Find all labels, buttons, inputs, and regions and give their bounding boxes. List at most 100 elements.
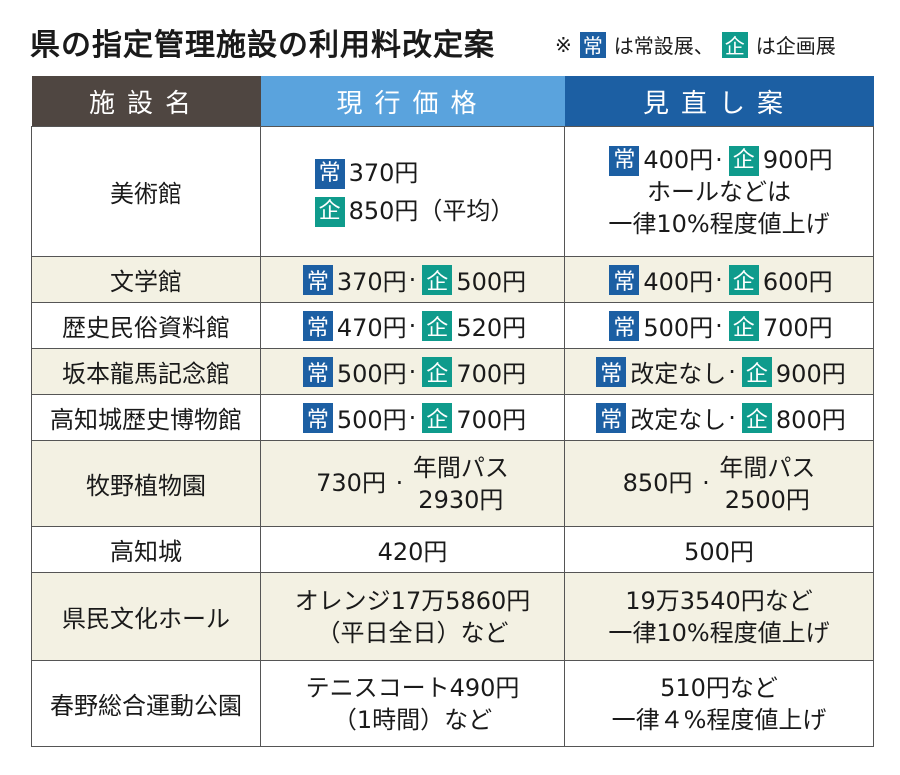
- ki-badge: 企: [422, 264, 453, 295]
- jo-badge: 常: [579, 31, 606, 58]
- price-line: 一律４%程度値上げ: [611, 705, 827, 734]
- revised-note: ホールなどは: [647, 177, 791, 206]
- table-row: 高知城 420円 500円: [31, 526, 874, 573]
- current-price: オレンジ17万5860円 （平日全日）など: [260, 572, 565, 661]
- price-ki: 700円: [456, 406, 527, 434]
- table-row: 美術館 常 370円 企 850円（平均） 常 400円· 企 900円 ホールなどは 一…: [31, 126, 874, 257]
- price-jo: 改定なし: [630, 406, 727, 434]
- table-row: 歴史民俗資料館 常 470円 · 企 520円 常 500円 · 企 700円: [31, 302, 874, 349]
- price-jo: 500円: [643, 314, 714, 342]
- current-price: 常 500円 · 企 700円: [260, 394, 565, 441]
- price-ki: 520円: [456, 314, 527, 342]
- price-jo: 500円: [336, 360, 407, 388]
- price-jo: 400円: [643, 268, 714, 296]
- current-price: 常 370円 · 企 500円: [260, 256, 565, 303]
- annual-pass-label: 年間パス: [412, 453, 509, 482]
- current-price: 常 370円 企 850円（平均）: [260, 126, 565, 257]
- ki-badge: 企: [741, 402, 772, 433]
- current-price: テニスコート490円 （1時間）など: [260, 660, 565, 747]
- price-line: （1時間）など: [332, 705, 493, 734]
- price-jo: 400円: [643, 145, 714, 174]
- jo-badge: 常: [609, 310, 640, 341]
- jo-badge: 常: [302, 356, 333, 387]
- jo-badge: 常: [609, 145, 640, 176]
- jo-badge: 常: [302, 310, 333, 341]
- facility-name: 坂本龍馬記念館: [31, 348, 261, 395]
- price-admission: 850円: [622, 468, 693, 497]
- current-price: 常 470円 · 企 520円: [260, 302, 565, 349]
- revised-price: 常 500円 · 企 700円: [564, 302, 874, 349]
- note-ki-text: は企画展: [755, 34, 836, 58]
- price-jo: 370円: [336, 268, 407, 296]
- facility-name: 高知城歴史博物館: [31, 394, 261, 441]
- price-ki: 900円: [762, 145, 833, 174]
- ki-badge: 企: [314, 196, 345, 227]
- revised-price: 850円 · 年間パス 2500円: [564, 440, 874, 527]
- price-admission: 730円: [316, 468, 386, 497]
- facility-name: 美術館: [31, 126, 261, 257]
- table-row: 文学館 常 370円 · 企 500円 常 400円 · 企 600円: [31, 256, 874, 303]
- current-price: 常 500円 · 企 700円: [260, 348, 565, 395]
- price-ki: 700円: [762, 314, 833, 342]
- table-row: 県民文化ホール オレンジ17万5860円 （平日全日）など 19万3540円など…: [31, 572, 874, 661]
- facility-name: 歴史民俗資料館: [31, 302, 261, 349]
- price-line: 510円など: [660, 673, 778, 702]
- price-line: 一律10%程度値上げ: [608, 618, 830, 647]
- revised-price: 19万3540円など 一律10%程度値上げ: [564, 572, 874, 661]
- ki-badge: 企: [741, 356, 772, 387]
- price-ki: 500円: [456, 268, 527, 296]
- current-price: 420円: [260, 526, 565, 573]
- revised-price: 500円: [564, 526, 874, 573]
- legend-note: ※ 常 は常設展、 企 は企画展: [555, 30, 836, 59]
- ki-badge: 企: [721, 31, 748, 58]
- annual-pass-price: 2930円: [418, 485, 504, 514]
- price-ki: 850円（平均）: [348, 196, 515, 225]
- ki-badge: 企: [422, 402, 453, 433]
- facility-name: 文学館: [31, 256, 261, 303]
- price-line: 19万3540円など: [625, 586, 813, 615]
- price-jo: 370円: [348, 158, 419, 187]
- revised-price: 510円など 一律４%程度値上げ: [564, 660, 874, 747]
- price-jo: 改定なし: [630, 360, 727, 388]
- ki-badge: 企: [728, 310, 759, 341]
- page-title: 県の指定管理施設の利用料改定案: [30, 28, 495, 63]
- header-row: 施設名 現行価格 見直し案: [31, 76, 874, 127]
- table-row: 牧野植物園 730円 · 年間パス 2930円 850円 · 年間パス 2500円: [31, 440, 874, 527]
- note-mark: ※: [555, 32, 572, 57]
- current-price: 730円 · 年間パス 2930円: [260, 440, 565, 527]
- fee-table: 施設名 現行価格 見直し案 美術館 常 370円 企 850円（平均） 常 400円·…: [31, 76, 874, 747]
- revised-price: 常 400円 · 企 600円: [564, 256, 874, 303]
- price-jo: 470円: [336, 314, 407, 342]
- header-current: 現行価格: [260, 76, 565, 127]
- revised-price: 常改定なし · 企 900円: [564, 348, 874, 395]
- header-revised: 見直し案: [564, 76, 874, 127]
- price-line: テニスコート490円: [305, 673, 520, 702]
- ki-badge: 企: [728, 264, 759, 295]
- price-ki: 900円: [775, 360, 846, 388]
- table-row: 坂本龍馬記念館 常 500円 · 企 700円 常改定なし · 企 900円: [31, 348, 874, 395]
- header-name: 施設名: [31, 76, 261, 127]
- revised-note: 一律10%程度値上げ: [608, 209, 830, 238]
- ki-badge: 企: [422, 310, 453, 341]
- jo-badge: 常: [609, 264, 640, 295]
- jo-badge: 常: [314, 158, 345, 189]
- annual-pass-label: 年間パス: [719, 453, 816, 482]
- ki-badge: 企: [422, 356, 453, 387]
- price-ki: 600円: [762, 268, 833, 296]
- jo-badge: 常: [302, 264, 333, 295]
- facility-name: 県民文化ホール: [31, 572, 261, 661]
- table-row: 春野総合運動公園 テニスコート490円 （1時間）など 510円など 一律４%程…: [31, 660, 874, 747]
- facility-name: 牧野植物園: [31, 440, 261, 527]
- jo-badge: 常: [302, 402, 333, 433]
- price-line: オレンジ17万5860円: [294, 586, 531, 615]
- table-row: 高知城歴史博物館 常 500円 · 企 700円 常改定なし · 企 800円: [31, 394, 874, 441]
- ki-badge: 企: [728, 145, 759, 176]
- note-jo-text: は常設展、: [613, 34, 714, 58]
- revised-price: 常改定なし · 企 800円: [564, 394, 874, 441]
- price-ki: 800円: [775, 406, 846, 434]
- price-line: （平日全日）など: [316, 618, 509, 647]
- annual-pass-price: 2500円: [724, 485, 810, 514]
- price-jo: 500円: [336, 406, 407, 434]
- revised-price: 常 400円· 企 900円 ホールなどは 一律10%程度値上げ: [564, 126, 874, 257]
- price-ki: 700円: [456, 360, 527, 388]
